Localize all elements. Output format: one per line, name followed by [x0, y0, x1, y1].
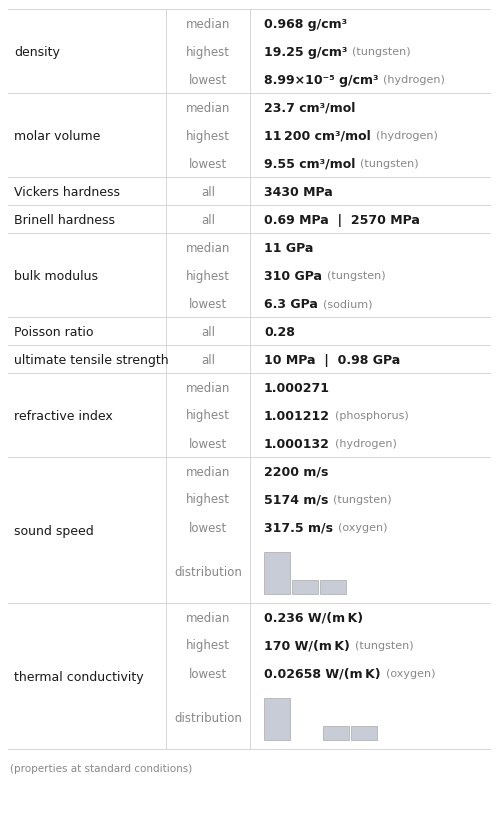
- Text: ultimate tensile strength: ultimate tensile strength: [14, 353, 169, 366]
- Text: 11 200 cm³/mol: 11 200 cm³/mol: [264, 130, 371, 142]
- Text: 170 W/(m K): 170 W/(m K): [264, 639, 350, 652]
- Text: highest: highest: [186, 45, 230, 59]
- Text: 0.968 g/cm³: 0.968 g/cm³: [264, 18, 347, 30]
- Text: (tungsten): (tungsten): [327, 271, 385, 281]
- Text: lowest: lowest: [189, 521, 227, 534]
- Text: highest: highest: [186, 493, 230, 506]
- Text: bulk modulus: bulk modulus: [14, 269, 98, 283]
- Text: 0.02658 W/(m K): 0.02658 W/(m K): [264, 666, 380, 680]
- Text: (phosphorus): (phosphorus): [335, 410, 409, 421]
- Text: median: median: [186, 242, 230, 254]
- Text: 8.99×10⁻⁵ g/cm³: 8.99×10⁻⁵ g/cm³: [264, 74, 378, 86]
- Text: (properties at standard conditions): (properties at standard conditions): [10, 763, 192, 773]
- Text: 2200 m/s: 2200 m/s: [264, 465, 328, 478]
- Text: 1.000271: 1.000271: [264, 381, 330, 394]
- Text: median: median: [186, 611, 230, 624]
- Text: 11 GPa: 11 GPa: [264, 242, 313, 254]
- Text: sound speed: sound speed: [14, 524, 94, 537]
- Text: (hydrogen): (hydrogen): [335, 438, 397, 448]
- Text: all: all: [201, 325, 215, 338]
- Text: molar volume: molar volume: [14, 130, 101, 142]
- Text: (oxygen): (oxygen): [338, 522, 387, 533]
- Text: (tungsten): (tungsten): [333, 494, 392, 504]
- Text: Vickers hardness: Vickers hardness: [14, 186, 120, 198]
- Text: Poisson ratio: Poisson ratio: [14, 325, 94, 338]
- Text: lowest: lowest: [189, 74, 227, 86]
- Text: 5174 m/s: 5174 m/s: [264, 493, 328, 506]
- Text: (tungsten): (tungsten): [361, 159, 419, 169]
- Text: all: all: [201, 353, 215, 366]
- Text: 0.236 W/(m K): 0.236 W/(m K): [264, 611, 363, 624]
- Text: highest: highest: [186, 269, 230, 283]
- Bar: [264, 698, 290, 741]
- Text: 1.000132: 1.000132: [264, 437, 330, 450]
- Text: (hydrogen): (hydrogen): [383, 75, 445, 85]
- Bar: [351, 726, 377, 741]
- Bar: [292, 580, 318, 594]
- Text: (hydrogen): (hydrogen): [376, 131, 438, 140]
- Text: (sodium): (sodium): [323, 298, 373, 308]
- Text: 317.5 m/s: 317.5 m/s: [264, 521, 333, 534]
- Text: highest: highest: [186, 639, 230, 652]
- Text: 310 GPa: 310 GPa: [264, 269, 322, 283]
- Text: highest: highest: [186, 409, 230, 422]
- Text: distribution: distribution: [174, 566, 242, 579]
- Text: lowest: lowest: [189, 666, 227, 680]
- Text: Brinell hardness: Brinell hardness: [14, 213, 115, 227]
- Text: 0.69 MPa  |  2570 MPa: 0.69 MPa | 2570 MPa: [264, 213, 420, 227]
- Text: median: median: [186, 101, 230, 115]
- Text: median: median: [186, 18, 230, 30]
- Text: (tungsten): (tungsten): [353, 47, 411, 57]
- Text: distribution: distribution: [174, 711, 242, 725]
- Text: 3430 MPa: 3430 MPa: [264, 186, 333, 198]
- Text: thermal conductivity: thermal conductivity: [14, 670, 143, 683]
- Text: 23.7 cm³/mol: 23.7 cm³/mol: [264, 101, 356, 115]
- Text: median: median: [186, 381, 230, 394]
- Text: all: all: [201, 186, 215, 198]
- Bar: [264, 553, 290, 594]
- Text: 19.25 g/cm³: 19.25 g/cm³: [264, 45, 348, 59]
- Text: all: all: [201, 213, 215, 227]
- Text: (tungsten): (tungsten): [355, 640, 413, 650]
- Text: density: density: [14, 45, 60, 59]
- Text: median: median: [186, 465, 230, 478]
- Bar: [320, 580, 346, 594]
- Text: 10 MPa  |  0.98 GPa: 10 MPa | 0.98 GPa: [264, 353, 400, 366]
- Text: lowest: lowest: [189, 157, 227, 171]
- Text: 9.55 cm³/mol: 9.55 cm³/mol: [264, 157, 356, 171]
- Text: (oxygen): (oxygen): [385, 668, 435, 678]
- Bar: [323, 726, 349, 741]
- Text: highest: highest: [186, 130, 230, 142]
- Text: lowest: lowest: [189, 297, 227, 310]
- Text: 6.3 GPa: 6.3 GPa: [264, 297, 318, 310]
- Text: 0.28: 0.28: [264, 325, 295, 338]
- Text: refractive index: refractive index: [14, 409, 113, 422]
- Text: 1.001212: 1.001212: [264, 409, 330, 422]
- Text: lowest: lowest: [189, 437, 227, 450]
